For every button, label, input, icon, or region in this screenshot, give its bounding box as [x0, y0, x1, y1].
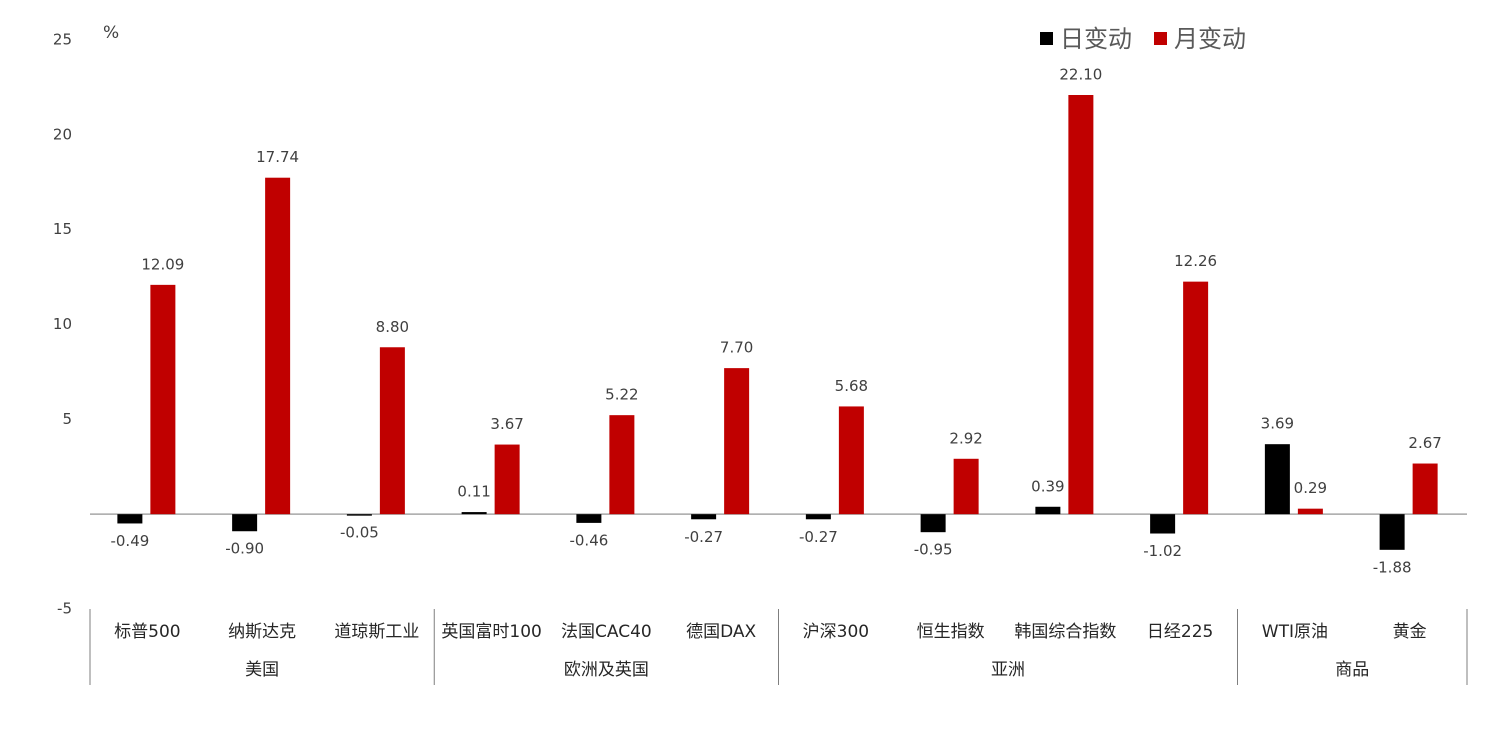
bar	[1297, 508, 1323, 515]
bar	[953, 458, 979, 515]
x-tick-label: 恒生指数	[917, 622, 985, 642]
bar	[724, 368, 750, 515]
value-label: -0.05	[340, 524, 379, 542]
value-label: -0.90	[225, 540, 264, 558]
value-label: 3.69	[1261, 415, 1294, 433]
y-tick-label: 20	[53, 125, 72, 143]
value-label: 22.10	[1059, 66, 1102, 84]
bar	[265, 177, 291, 515]
group-label: 商品	[1335, 660, 1369, 680]
bar	[1183, 281, 1209, 515]
x-tick-label: 纳斯达克	[228, 622, 296, 642]
value-label: -0.27	[684, 528, 723, 546]
value-label: -0.46	[569, 531, 608, 549]
value-label: 5.68	[835, 377, 868, 395]
value-label: 8.80	[376, 318, 409, 336]
y-tick-label: -5	[57, 600, 72, 618]
bar	[609, 415, 635, 515]
value-label: 2.67	[1408, 434, 1441, 452]
bar	[838, 406, 864, 515]
bar	[1264, 444, 1290, 515]
bar	[1068, 95, 1094, 515]
y-tick-label: 25	[53, 31, 72, 49]
value-label: 2.92	[949, 429, 982, 447]
value-label: 5.22	[605, 386, 638, 404]
value-label: 0.29	[1294, 479, 1327, 497]
y-tick-label: 5	[62, 410, 72, 428]
bar	[117, 514, 143, 524]
y-tick-label: 10	[53, 315, 72, 333]
x-tick-label: 日经225	[1147, 622, 1213, 642]
value-label: 12.26	[1174, 252, 1217, 270]
x-tick-label: 道琼斯工业	[334, 622, 419, 642]
x-tick-label: WTI原油	[1262, 622, 1328, 642]
value-label: -0.95	[914, 541, 953, 559]
bar	[805, 514, 831, 520]
bar	[494, 444, 520, 515]
group-label: 欧洲及英国	[564, 660, 649, 680]
x-tick-label: 标普500	[114, 622, 180, 642]
value-label: 0.11	[457, 483, 490, 501]
bar	[346, 514, 372, 516]
y-tick-label: 15	[53, 220, 72, 238]
legend-swatch	[1154, 32, 1167, 45]
bar	[1379, 514, 1405, 550]
value-label: 0.39	[1031, 477, 1064, 495]
bar	[691, 514, 717, 520]
value-label: 12.09	[141, 255, 184, 273]
value-label: 7.70	[720, 339, 753, 357]
bar	[1035, 506, 1061, 515]
y-axis-unit: %	[103, 23, 119, 43]
x-tick-label: 英国富时100	[441, 622, 541, 642]
bar	[576, 514, 602, 523]
bar	[150, 284, 176, 515]
value-label: -0.49	[110, 532, 149, 550]
bar	[232, 514, 258, 532]
group-label: 亚洲	[991, 660, 1025, 680]
legend-label: 月变动	[1174, 25, 1246, 53]
x-tick-label: 法国CAC40	[561, 622, 652, 642]
value-label: 17.74	[256, 148, 299, 166]
bar	[1412, 463, 1438, 515]
bar	[920, 514, 946, 533]
bar	[461, 512, 487, 515]
group-label: 美国	[245, 660, 279, 680]
value-label: 3.67	[490, 415, 523, 433]
bar	[379, 347, 405, 515]
value-label: -1.02	[1143, 542, 1182, 560]
x-tick-label: 黄金	[1393, 622, 1427, 642]
x-tick-label: 德国DAX	[686, 622, 756, 642]
value-label: -1.88	[1373, 558, 1412, 576]
legend-swatch	[1040, 32, 1053, 45]
value-label: -0.27	[799, 528, 838, 546]
x-tick-label: 韩国综合指数	[1014, 622, 1116, 642]
legend-label: 日变动	[1060, 25, 1132, 53]
x-tick-label: 沪深300	[803, 622, 869, 642]
bar	[1150, 514, 1176, 534]
